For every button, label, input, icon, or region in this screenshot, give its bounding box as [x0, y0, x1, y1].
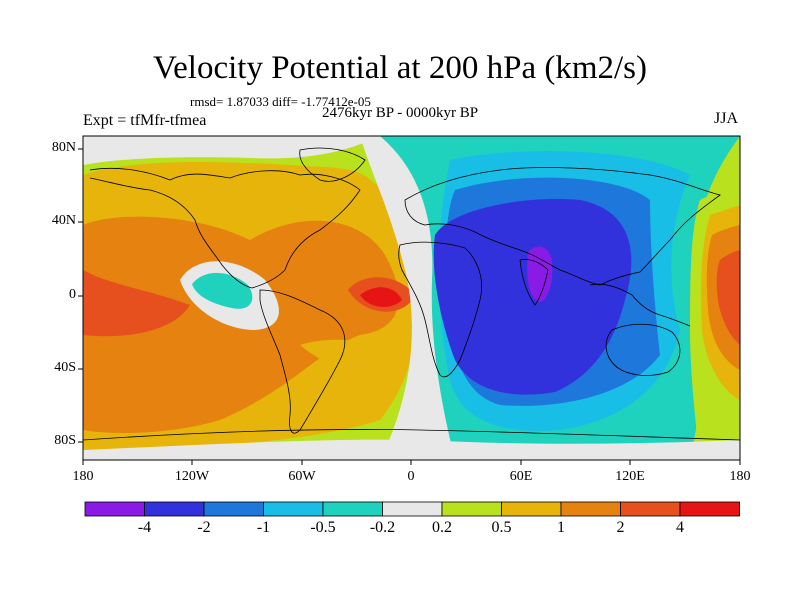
colorbar-cell-10	[679, 501, 740, 517]
colorbar-label-4: -0.2	[369, 519, 396, 536]
lon-label-180w: 180	[72, 469, 94, 484]
contour-pos2-east-pacific	[716, 250, 740, 345]
colorbar-cell-9	[620, 501, 681, 517]
coast-southeast-asia	[589, 283, 691, 327]
lon-label-0: 0	[407, 469, 415, 484]
lat-label-0: 0	[69, 287, 76, 302]
colorbar	[84, 501, 740, 517]
period-label: 2476kyr BP - 0000kyr BP	[322, 105, 479, 121]
colorbar-label-5: 0.2	[432, 519, 452, 536]
coastlines	[83, 147, 740, 441]
lat-label-40n: 40N	[51, 213, 76, 228]
contour-pos2-west	[83, 270, 190, 337]
contour-field	[83, 136, 740, 460]
colorbar-cell-2	[203, 501, 264, 517]
colorbar-cell-1	[144, 501, 205, 517]
lat-tick-marks	[78, 148, 83, 443]
season-label: JJA	[714, 110, 739, 127]
rmsd-stats: rmsd= 1.87033 diff= -1.77412e-05	[190, 94, 371, 109]
colorbar-cell-0	[84, 501, 145, 517]
colorbar-cell-6	[441, 501, 502, 517]
contour-zero-antarctic	[83, 439, 740, 460]
colorbar-label-1: -2	[197, 519, 211, 536]
map-title: Velocity Potential at 200 hPa (km2/s)	[152, 50, 648, 86]
coast-north-america	[89, 167, 361, 289]
lon-label-120w: 120W	[174, 469, 210, 484]
colorbar-cell-7	[501, 501, 562, 517]
lat-label-40s: 40S	[54, 360, 76, 375]
coast-india	[519, 259, 549, 306]
lon-label-60w: 60W	[288, 469, 316, 484]
colorbar-label-7: 1	[557, 519, 565, 536]
contour-neg4-east	[433, 199, 632, 395]
contour-pos4-atlantic	[360, 287, 402, 307]
contour-pos05-south-atlantic	[300, 339, 405, 371]
colorbar-cell-3	[263, 501, 324, 517]
colorbar-label-6: 0.5	[491, 519, 512, 536]
colorbar-label-0: -4	[137, 519, 152, 536]
lon-label-180e: 180	[729, 469, 751, 484]
colorbar-cell-4	[322, 501, 383, 517]
colorbar-cell-8	[560, 501, 621, 517]
colorbar-label-3: -0.5	[310, 519, 336, 536]
colorbar-cell-5	[382, 501, 443, 517]
contour-neg05-pacific	[192, 272, 253, 309]
contour-zero-arctic	[83, 136, 380, 165]
lon-label-60e: 60E	[509, 469, 533, 484]
coast-greenland	[299, 147, 366, 182]
lon-tick-marks	[82, 460, 741, 465]
colorbar-label-8: 2	[616, 519, 625, 536]
coast-australia	[605, 323, 681, 376]
colorbar-label-9: 4	[676, 519, 684, 536]
coast-europe-asia	[404, 167, 721, 286]
colorbar-label-2: -1	[256, 519, 271, 536]
lat-label-80n: 80N	[51, 140, 76, 155]
coast-antarctica	[83, 429, 740, 441]
lon-label-120e: 120E	[615, 469, 645, 484]
coast-africa	[398, 241, 482, 378]
experiment-label: Expt = tfMfr-tfmea	[83, 112, 207, 129]
lat-label-80s: 80S	[54, 433, 76, 448]
